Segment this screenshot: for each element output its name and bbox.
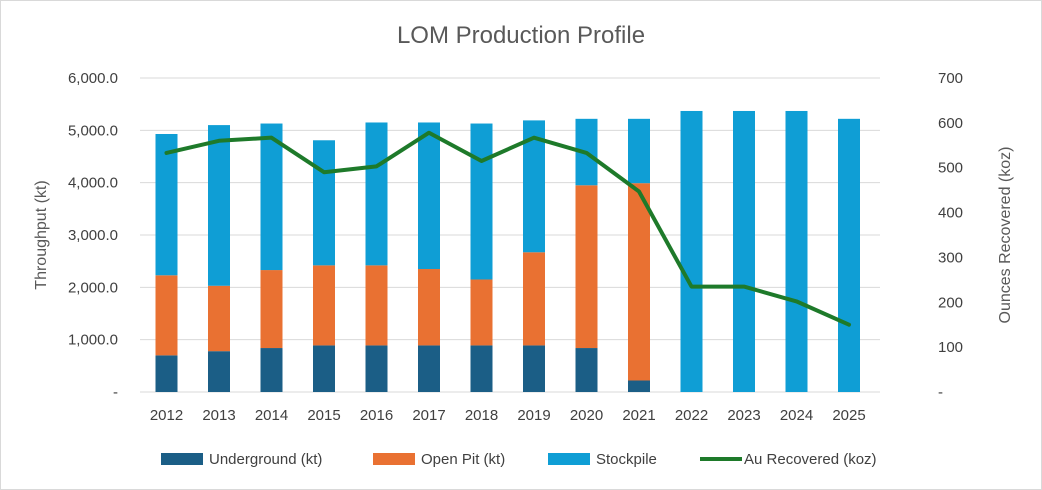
y-axis-title: Throughput (kt)	[33, 180, 50, 289]
bar-segment	[155, 355, 178, 392]
y-tick-label: 4,000.0	[68, 175, 118, 192]
y2-tick-label: 300	[938, 249, 963, 266]
legend: Underground (kt) Open Pit (kt) Stockpile Au…	[161, 451, 877, 468]
legend-label: Stockpile	[596, 451, 657, 468]
y2-axis-ticks: - 100 200 300 400 500 600 700	[938, 70, 963, 401]
y-tick-label: 6,000.0	[68, 70, 118, 87]
y2-tick-label: 700	[938, 70, 963, 87]
bar-segment	[155, 275, 178, 356]
legend-swatch	[373, 453, 415, 465]
y-tick-label: 2,000.0	[68, 279, 118, 296]
bar-segment	[313, 140, 335, 266]
bar-segment	[418, 345, 440, 392]
bar-segment	[470, 345, 493, 392]
bar-segment	[365, 122, 388, 266]
y-tick-label: 5,000.0	[68, 122, 118, 139]
legend-swatch	[548, 453, 590, 465]
bar-segment	[260, 270, 283, 349]
bar-segment	[418, 269, 440, 346]
x-tick-label: 2019	[517, 407, 550, 424]
bar-segment	[628, 380, 650, 392]
legend-swatch	[161, 453, 203, 465]
bar-segment	[208, 125, 230, 286]
bar-segment	[208, 351, 230, 392]
x-tick-label: 2023	[727, 407, 760, 424]
legend-label: Underground (kt)	[209, 451, 322, 468]
x-tick-label: 2017	[412, 407, 445, 424]
bar-segment	[785, 110, 808, 392]
x-tick-label: 2012	[150, 407, 183, 424]
bar-segment	[523, 252, 545, 346]
bar-segment	[365, 265, 388, 346]
y-tick-label: -	[113, 384, 118, 401]
legend-label: Au Recovered (koz)	[744, 451, 877, 468]
au-recovered-line	[164, 130, 851, 327]
bar-segment	[680, 110, 703, 392]
bar-segment	[523, 345, 545, 392]
x-tick-label: 2014	[255, 407, 288, 424]
gridlines	[140, 77, 880, 393]
legend-label: Open Pit (kt)	[421, 451, 505, 468]
y2-tick-label: 600	[938, 115, 963, 132]
bar-segment	[628, 118, 650, 184]
y2-tick-label: 400	[938, 205, 963, 222]
bar-segment	[260, 123, 283, 271]
bar-segment	[575, 185, 598, 349]
bar-segment	[838, 118, 860, 392]
y2-tick-label: 200	[938, 294, 963, 311]
y-tick-label: 3,000.0	[68, 227, 118, 244]
bar-segment	[628, 183, 650, 381]
y-axis-ticks: - 1,000.0 2,000.0 3,000.0 4,000.0 5,000.0 6,00…	[68, 70, 118, 401]
bar-segment	[313, 265, 335, 346]
x-tick-label: 2021	[622, 407, 655, 424]
x-tick-label: 2016	[360, 407, 393, 424]
bar-segment	[470, 123, 493, 280]
bar-segment	[733, 110, 755, 392]
bar-segment	[155, 133, 178, 276]
line-group	[164, 130, 851, 327]
y2-tick-label: -	[938, 384, 943, 401]
bars-group	[155, 110, 860, 392]
bar-segment	[365, 345, 388, 392]
x-tick-label: 2015	[307, 407, 340, 424]
x-tick-label: 2020	[570, 407, 603, 424]
bar-segment	[470, 279, 493, 346]
bar-segment	[208, 285, 230, 352]
bar-segment	[523, 120, 545, 253]
y2-tick-label: 100	[938, 339, 963, 356]
x-axis-ticks: 2012 2013 2014 2015 2016 2017 2018 2019 2020 2021…	[150, 407, 866, 424]
x-tick-label: 2024	[780, 407, 813, 424]
bar-segment	[418, 122, 440, 270]
x-tick-label: 2018	[465, 407, 498, 424]
x-tick-label: 2022	[675, 407, 708, 424]
chart-title: LOM Production Profile	[397, 22, 645, 49]
x-tick-label: 2013	[202, 407, 235, 424]
y-tick-label: 1,000.0	[68, 332, 118, 349]
y2-axis-title: Ounces Recovered (koz)	[997, 147, 1014, 324]
bar-segment	[575, 348, 598, 392]
bar-segment	[313, 345, 335, 392]
bar-segment	[260, 348, 283, 392]
x-tick-label: 2025	[832, 407, 865, 424]
y2-tick-label: 500	[938, 160, 963, 177]
